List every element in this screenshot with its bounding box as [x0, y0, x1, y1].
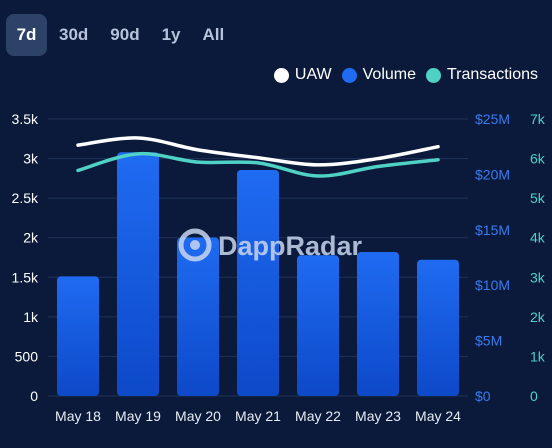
- transactions-axis-tick-label: 2k: [530, 309, 546, 325]
- legend-item-uaw[interactable]: UAW: [273, 66, 332, 84]
- chart-legend: UAW Volume Transactions: [264, 66, 538, 84]
- watermark-text: DappRadar: [218, 231, 363, 261]
- tab-1y[interactable]: 1y: [161, 25, 181, 44]
- left-axis-tick-label: 500: [15, 348, 39, 364]
- x-axis-tick-label: May 19: [115, 408, 161, 424]
- volume-axis-tick-label: $25M: [475, 111, 510, 127]
- tab-30d[interactable]: 30d: [59, 25, 89, 44]
- left-axis-tick-label: 0: [30, 388, 38, 404]
- dappradar-logo-icon: [178, 228, 212, 262]
- left-axis-tick-label: 3.5k: [12, 111, 39, 127]
- volume-axis-tick-label: $0: [475, 388, 491, 404]
- transactions-axis-tick-label: 3k: [530, 269, 546, 285]
- tab-90d[interactable]: 90d: [110, 25, 140, 44]
- x-axis-tick-label: May 22: [295, 408, 341, 424]
- volume-bars: [57, 152, 459, 396]
- legend-label-transactions: Transactions: [447, 66, 538, 83]
- x-axis-tick-label: May 23: [355, 408, 401, 424]
- transactions-axis-tick-label: 4k: [530, 230, 546, 246]
- x-axis-tick-label: May 21: [235, 408, 281, 424]
- volume-bar: [57, 276, 99, 396]
- x-axis-tick-label: May 18: [55, 408, 101, 424]
- x-axis-tick-label: May 24: [415, 408, 461, 424]
- volume-axis-tick-label: $10M: [475, 277, 510, 293]
- tab-7d[interactable]: 7d: [6, 14, 47, 56]
- volume-bar: [117, 152, 159, 396]
- legend-label-volume: Volume: [362, 66, 416, 83]
- tab-all[interactable]: All: [202, 25, 225, 44]
- volume-axis-tick-label: $20M: [475, 166, 510, 182]
- transactions-axis-tick-label: 7k: [530, 111, 546, 127]
- left-axis-tick-label: 1.5k: [12, 269, 39, 285]
- volume-legend-dot: [341, 67, 357, 83]
- volume-bar: [177, 237, 219, 396]
- legend-item-volume[interactable]: Volume: [341, 66, 416, 84]
- uaw-line: [76, 136, 440, 167]
- uaw-legend-dot: [273, 67, 289, 83]
- volume-bar: [417, 259, 459, 396]
- watermark: DappRadar: [178, 228, 363, 262]
- left-axis-tick-label: 1k: [23, 309, 39, 325]
- legend-label-uaw: UAW: [294, 66, 332, 83]
- transactions-legend-dot: [426, 67, 441, 83]
- volume-bar: [237, 169, 279, 396]
- volume-axis-tick-label: $15M: [475, 222, 510, 238]
- transactions-axis-tick-label: 5k: [530, 190, 546, 206]
- time-range-tabs: 7d 30d 90d 1y All: [6, 14, 236, 56]
- left-axis-tick-label: 2k: [23, 230, 39, 246]
- left-axis-tick-label: 2.5k: [12, 190, 39, 206]
- legend-item-transactions[interactable]: Transactions: [426, 66, 538, 84]
- x-axis-tick-label: May 20: [175, 408, 221, 424]
- axes: 0 500 1k 1.5k 2k 2.5k 3k 3.5k $0 $5M $10M $15M $20M $…: [12, 111, 546, 424]
- transactions-axis-tick-label: 6k: [530, 151, 546, 167]
- transactions-line: [76, 151, 440, 178]
- volume-bar: [357, 251, 399, 396]
- series-lines: [76, 136, 440, 178]
- left-axis-tick-label: 3k: [23, 151, 39, 167]
- volume-bar: [297, 255, 339, 396]
- transactions-axis-tick-label: 0: [530, 388, 538, 404]
- volume-axis-tick-label: $5M: [475, 333, 502, 349]
- transactions-axis-tick-label: 1k: [530, 348, 546, 364]
